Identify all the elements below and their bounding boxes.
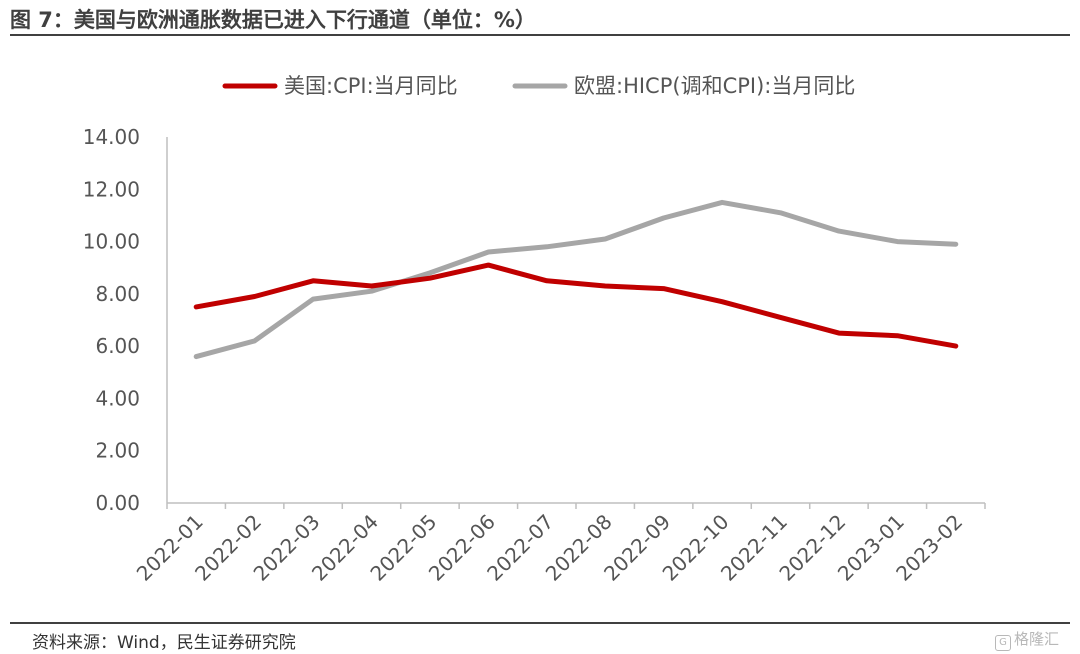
- source-note: 资料来源：Wind，民生证券研究院: [32, 633, 296, 653]
- watermark-logo-icon: G: [995, 635, 1011, 651]
- chart-legend: 美国:CPI:当月同比 欧盟:HICP(调和CPI):当月同比: [222, 74, 855, 98]
- y-tick-label: 6.00: [95, 334, 140, 358]
- series-line-us-cpi: [193, 262, 959, 349]
- chart-axes: [166, 137, 986, 509]
- legend-label: 美国:CPI:当月同比: [284, 74, 458, 98]
- x-axis-ticks: 2022-012022-022022-032022-042022-052022-…: [132, 510, 968, 586]
- title-divider: [10, 34, 1070, 36]
- y-tick-label: 12.00: [83, 177, 140, 201]
- y-axis-ticks: 0.00 2.00 4.00 6.00 8.00 10.00 12.00 14.00: [83, 125, 140, 515]
- line-chart: 美国:CPI:当月同比 欧盟:HICP(调和CPI):当月同比 0.00 2.00 4…: [83, 74, 986, 586]
- watermark: G 格隆汇: [995, 628, 1059, 651]
- y-tick-label: 2.00: [95, 439, 140, 463]
- y-tick-label: 8.00: [95, 282, 140, 306]
- y-tick-label: 4.00: [95, 386, 140, 410]
- y-tick-label: 0.00: [95, 491, 140, 515]
- chart-series: [193, 199, 959, 360]
- watermark-text: 格隆汇: [1014, 630, 1060, 648]
- y-tick-label: 14.00: [83, 125, 140, 149]
- legend-item: 美国:CPI:当月同比: [222, 74, 458, 98]
- source-divider: [10, 622, 1070, 624]
- legend-label: 欧盟:HICP(调和CPI):当月同比: [574, 74, 855, 98]
- series-line-eu-hicp: [193, 199, 959, 360]
- legend-item: 欧盟:HICP(调和CPI):当月同比: [512, 74, 855, 98]
- y-tick-label: 10.00: [83, 230, 140, 254]
- figure-title: 图 7：美国与欧洲通胀数据已进入下行通道（单位：%）: [10, 8, 536, 32]
